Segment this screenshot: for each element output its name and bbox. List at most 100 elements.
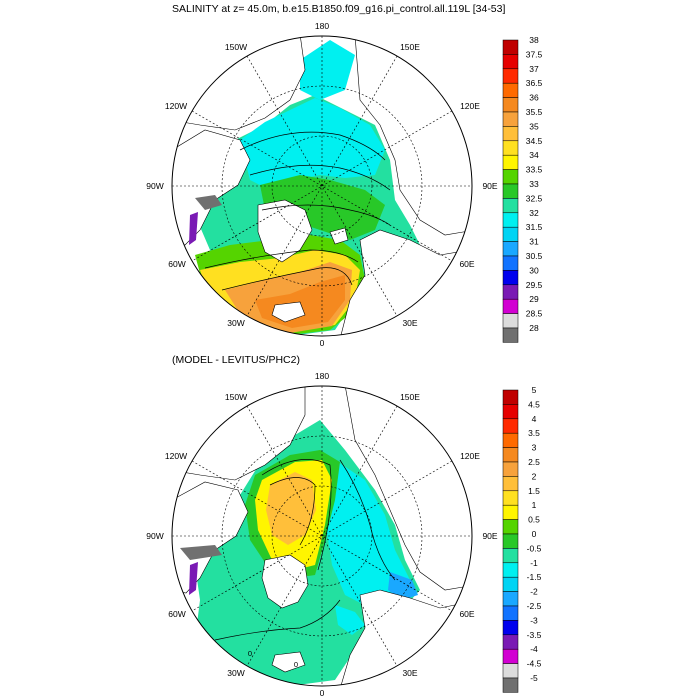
colorbar-swatch xyxy=(502,418,519,434)
colorbar-label: 37 xyxy=(529,64,539,74)
lon-label-150w: 150W xyxy=(225,392,247,402)
colorbar-swatch xyxy=(502,298,519,314)
colorbar-swatch xyxy=(502,255,519,271)
colorbar-label: 34.5 xyxy=(526,136,543,146)
colorbar-label: -1 xyxy=(530,558,538,568)
colorbar-label: 38 xyxy=(529,35,539,45)
colorbar-swatch xyxy=(502,68,519,84)
lon-label-90e: 90E xyxy=(482,181,497,191)
lon-label-180: 180 xyxy=(315,371,329,381)
colorbar-label: 37.5 xyxy=(526,49,543,59)
colorbar-swatch xyxy=(502,313,519,329)
figure-title: SALINITY at z= 45.0m, b.e15.B1850.f09_g1… xyxy=(172,3,506,15)
colorbar-swatch xyxy=(502,284,519,300)
colorbar-legend: 38 37.5 37 36.5 36 35.5 35 34.5 34 33.5 33 32.5 32 31… xyxy=(502,35,543,343)
lon-label-30w: 30W xyxy=(227,668,244,678)
land-greenland xyxy=(261,554,309,609)
central-zone xyxy=(260,175,385,240)
colorbar-legend: 5 4.5 4 3.5 3 2.5 2 1.5 1 0.5 0 -0.5 -1 -1.5 -2 -2.5 -3 -… xyxy=(502,385,542,693)
grey-salinity-patch xyxy=(195,195,222,210)
grey-salinity-patch xyxy=(180,545,222,560)
colorbar-swatch xyxy=(502,447,519,463)
colorbar-swatch xyxy=(502,241,519,257)
colorbar-label: -3 xyxy=(530,615,538,625)
map-panel-bottom: 0 0 180 150W 150E 120W 120E 90W 90E 60W … xyxy=(146,371,542,698)
colorbar-label: -3.5 xyxy=(527,630,542,640)
contour-line xyxy=(261,204,391,226)
graticule xyxy=(172,36,472,336)
colorbar-label: 30 xyxy=(529,265,539,275)
colorbar-swatch xyxy=(502,270,519,286)
low-salinity-patch xyxy=(189,562,198,595)
lon-label-0: 0 xyxy=(320,338,325,348)
graticule xyxy=(172,386,472,686)
colorbar-label: -4.5 xyxy=(527,659,542,669)
diff-cyan-zone xyxy=(325,460,410,608)
colorbar-swatch xyxy=(502,389,519,405)
lon-label-90w: 90W xyxy=(146,531,163,541)
colorbar-swatch xyxy=(502,54,519,70)
lon-label-60w: 60W xyxy=(168,609,185,619)
lon-label-120e: 120E xyxy=(460,451,480,461)
colorbar-swatch xyxy=(502,519,519,535)
land-iceland xyxy=(271,651,306,673)
contour-line xyxy=(239,131,386,161)
lon-label-60e: 60E xyxy=(459,259,474,269)
colorbar-label: 33 xyxy=(529,179,539,189)
colorbar-swatch xyxy=(502,620,519,636)
colorbar-label: 0 xyxy=(532,529,537,539)
land-svalbard xyxy=(329,227,349,245)
colorbar-label: 0.5 xyxy=(528,515,540,525)
colorbar-label: 33.5 xyxy=(526,165,543,175)
colorbar-label: 1 xyxy=(532,500,537,510)
colorbar-label: 32 xyxy=(529,208,539,218)
colorbar-label: -5 xyxy=(530,673,538,683)
colorbar-swatch xyxy=(502,504,519,520)
contour-line xyxy=(339,459,396,581)
land-iceland xyxy=(271,301,306,323)
colorbar-label: 1.5 xyxy=(528,486,540,496)
colorbar-label: 28.5 xyxy=(526,309,543,319)
colorbar-label: 36.5 xyxy=(526,78,543,88)
lon-label-150e: 150E xyxy=(400,42,420,52)
contour-line xyxy=(269,477,316,546)
colorbar-label: 4 xyxy=(532,414,537,424)
contour-line xyxy=(261,459,332,571)
colorbar-label: 35.5 xyxy=(526,107,543,117)
contour-line xyxy=(221,267,353,291)
colorbar-swatch xyxy=(502,461,519,477)
colorbar-label: 35 xyxy=(529,121,539,131)
contour-line xyxy=(249,164,391,191)
contour-line xyxy=(214,599,341,641)
pacific-sector-zone xyxy=(300,40,355,100)
lon-label-120e: 120E xyxy=(460,101,480,111)
colorbar-swatch xyxy=(502,111,519,127)
lon-label-30e: 30E xyxy=(402,668,417,678)
colorbar-swatch xyxy=(502,198,519,214)
contour-label: 0 xyxy=(248,649,252,658)
colorbar-swatch xyxy=(502,226,519,242)
map-panel-top: 180 150W 150E 120W 120E 90W 90E 60W 60E … xyxy=(146,21,543,348)
lon-label-150w: 150W xyxy=(225,42,247,52)
colorbar-swatch xyxy=(502,432,519,448)
lon-label-150e: 150E xyxy=(400,392,420,402)
contour-line xyxy=(204,249,359,269)
colorbar-swatch xyxy=(502,605,519,621)
colorbar-label: 29 xyxy=(529,294,539,304)
colorbar-swatch xyxy=(502,677,519,693)
colorbar-swatch xyxy=(502,591,519,607)
lon-label-60e: 60E xyxy=(459,609,474,619)
colorbar-swatch xyxy=(502,169,519,185)
colorbar-label: -0.5 xyxy=(527,543,542,553)
lon-label-0: 0 xyxy=(320,688,325,698)
lon-label-30w: 30W xyxy=(227,318,244,328)
colorbar-label: 4.5 xyxy=(528,399,540,409)
map-boundary xyxy=(171,35,473,337)
colorbar-swatch xyxy=(502,183,519,199)
colorbar-label: 3 xyxy=(532,443,537,453)
colorbar-swatch xyxy=(502,154,519,170)
colorbar-swatch xyxy=(502,562,519,578)
lon-label-90e: 90E xyxy=(482,531,497,541)
colorbar-swatch xyxy=(502,648,519,664)
colorbar-swatch xyxy=(502,476,519,492)
